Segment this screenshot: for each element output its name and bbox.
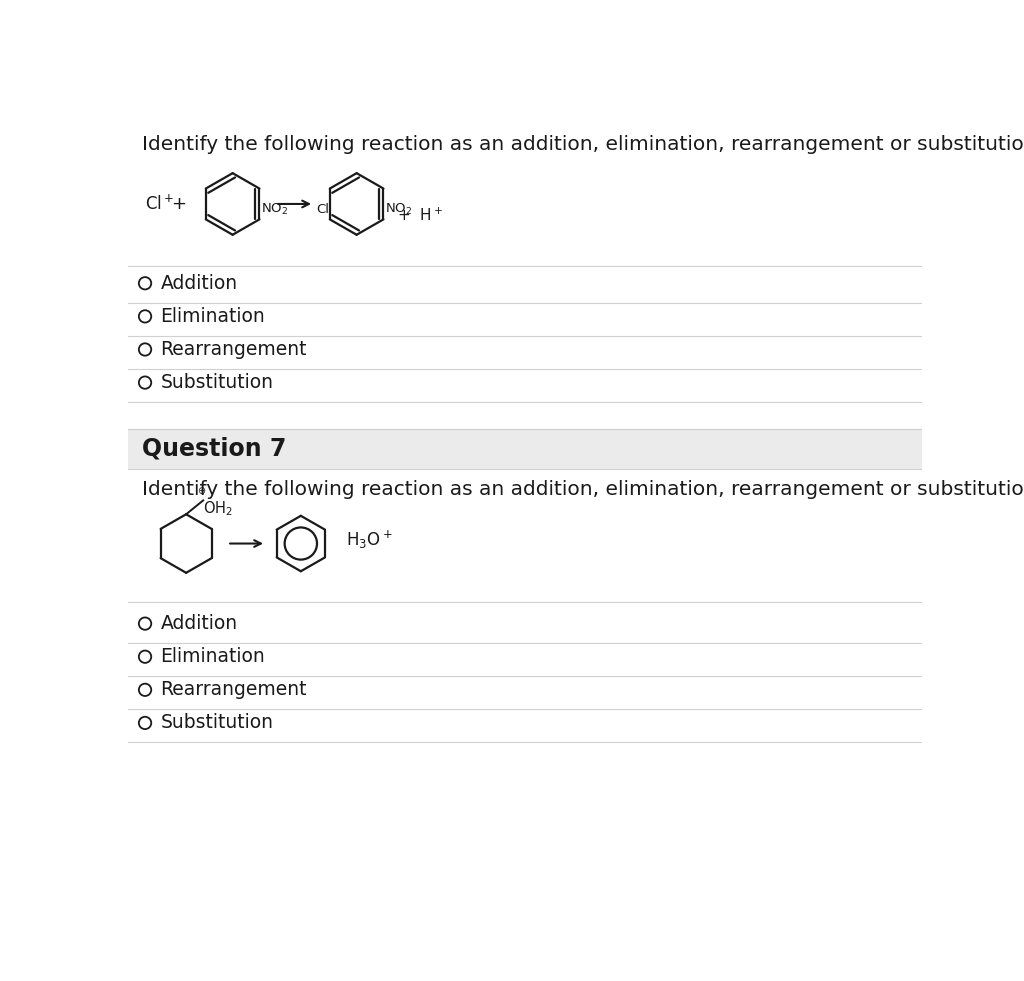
Text: Identify the following reaction as an addition, elimination, rearrangement or su: Identify the following reaction as an ad… — [142, 480, 1024, 498]
Text: Cl$^+$: Cl$^+$ — [145, 194, 174, 214]
Bar — [128, 429, 922, 469]
Text: Rearrangement: Rearrangement — [161, 681, 307, 699]
Text: Addition: Addition — [161, 614, 238, 633]
Text: Addition: Addition — [161, 274, 238, 292]
Text: Question 7: Question 7 — [142, 437, 287, 461]
Text: +: + — [171, 195, 186, 213]
Text: H$_3$O$^+$: H$_3$O$^+$ — [346, 529, 392, 550]
Text: Rearrangement: Rearrangement — [161, 340, 307, 359]
Text: Elimination: Elimination — [161, 647, 265, 666]
Text: OH$_2$: OH$_2$ — [203, 499, 233, 518]
Text: Substitution: Substitution — [161, 713, 273, 733]
Text: NO$_2$: NO$_2$ — [261, 202, 289, 217]
Text: Elimination: Elimination — [161, 307, 265, 326]
Text: +  H$^+$: + H$^+$ — [397, 207, 442, 225]
Text: Cl: Cl — [315, 203, 329, 216]
Text: ⊕: ⊕ — [198, 487, 206, 496]
Text: NO$_2$: NO$_2$ — [385, 202, 413, 217]
Text: Identify the following reaction as an addition, elimination, rearrangement or su: Identify the following reaction as an ad… — [142, 134, 1024, 154]
Text: Substitution: Substitution — [161, 373, 273, 392]
